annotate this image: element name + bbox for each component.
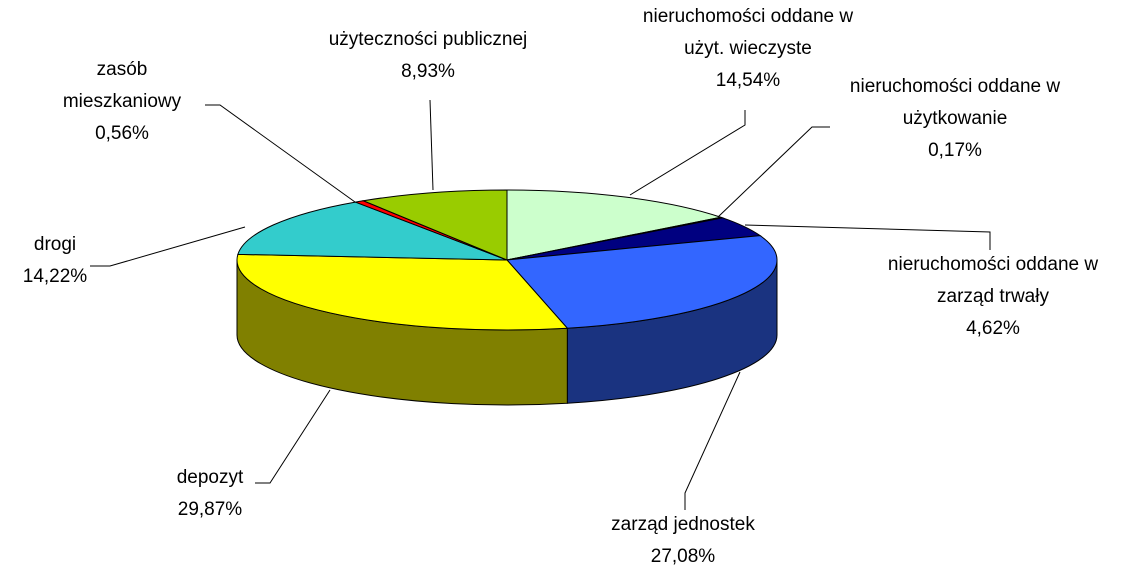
label-line: nieruchomości oddane w <box>643 6 853 27</box>
category-label: depozyt <box>177 467 244 488</box>
slice <box>361 189 508 261</box>
leader-line <box>205 104 356 203</box>
leader-line <box>255 389 331 484</box>
label-line: użytkowanie <box>903 108 1008 129</box>
label-line: zasób <box>97 59 148 80</box>
leader-line <box>684 371 741 510</box>
label-line: użyteczności publicznej <box>329 29 528 50</box>
slice <box>505 235 778 329</box>
label-line: drogi <box>34 234 76 255</box>
category-label: zarząd jednostek <box>611 514 755 535</box>
category-label: nieruchomości oddane w zarząd trwały <box>888 254 1098 307</box>
category-label: nieruchomości oddane w użytkowanie <box>850 76 1060 129</box>
category-label: zasób mieszkaniowy <box>63 59 182 112</box>
value-label: 29,87% <box>178 499 243 520</box>
slice <box>237 201 508 261</box>
value-label: 4,62% <box>966 318 1020 339</box>
leader-line <box>429 99 434 191</box>
slice <box>506 189 723 261</box>
leader-line <box>744 224 991 250</box>
slice <box>236 253 569 331</box>
value-label: 0,56% <box>95 123 149 144</box>
label-line: nieruchomości oddane w <box>850 76 1060 97</box>
category-label: nieruchomości oddane w użyt. wieczyste <box>643 6 853 59</box>
label-line: użyt. wieczyste <box>684 38 812 59</box>
leader-line <box>90 226 246 267</box>
label-line: depozyt <box>177 467 244 488</box>
label-line: nieruchomości oddane w <box>888 254 1098 275</box>
label-line: zarząd jednostek <box>611 514 755 535</box>
value-label: 14,22% <box>23 266 88 287</box>
value-label: 27,08% <box>651 546 716 567</box>
value-label: 14,54% <box>716 70 781 91</box>
label-line: mieszkaniowy <box>63 91 182 112</box>
leader-line <box>717 126 830 218</box>
value-label: 0,17% <box>928 140 982 161</box>
value-label: 8,93% <box>401 61 455 82</box>
leader-line <box>629 110 746 196</box>
category-label: użyteczności publicznej <box>329 29 528 50</box>
category-label: drogi <box>34 234 76 255</box>
label-line: zarząd trwały <box>937 286 1049 307</box>
